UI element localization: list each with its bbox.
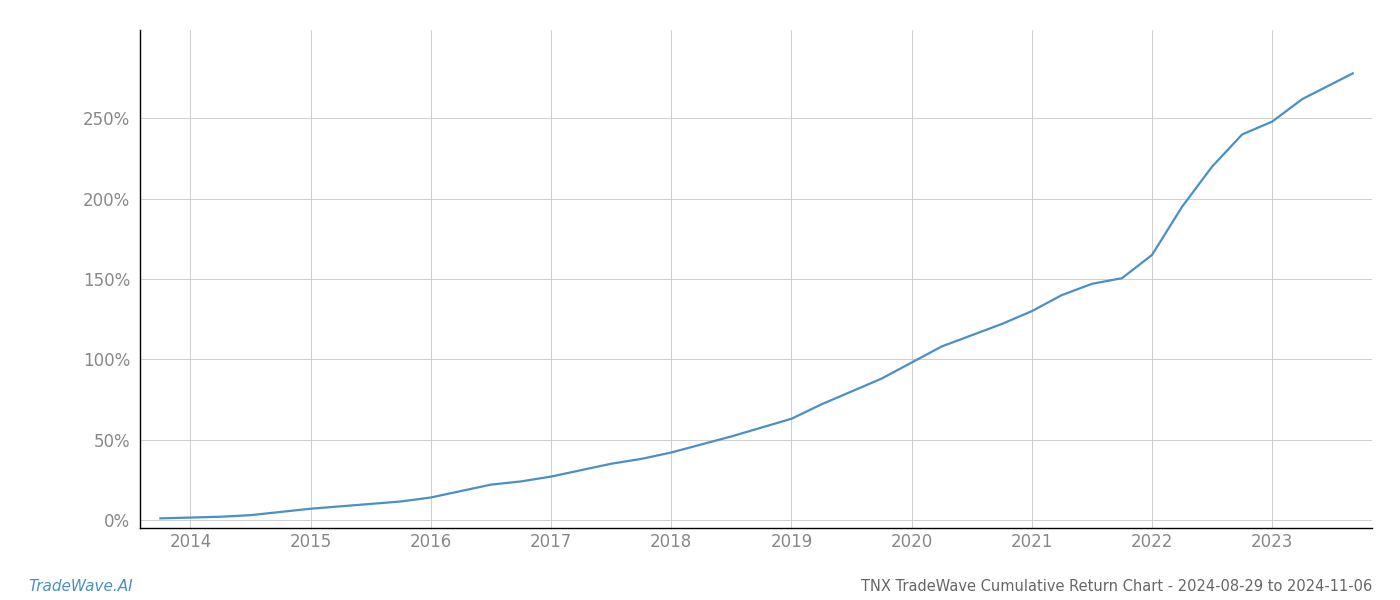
Text: TradeWave.AI: TradeWave.AI <box>28 579 133 594</box>
Text: TNX TradeWave Cumulative Return Chart - 2024-08-29 to 2024-11-06: TNX TradeWave Cumulative Return Chart - … <box>861 579 1372 594</box>
